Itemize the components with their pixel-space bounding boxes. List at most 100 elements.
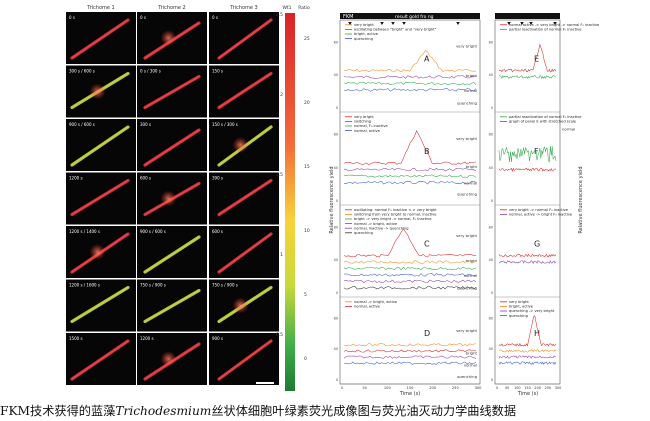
colorbar-header-left: Wt1 (282, 5, 291, 11)
colorbar-right-tick: 5 (304, 292, 307, 298)
flkm-bar-right (495, 13, 560, 19)
level-label: very bright (456, 233, 477, 238)
level-label: normal (464, 363, 477, 368)
panel-letter: C (424, 239, 430, 248)
x-tick-label: 0 (496, 386, 498, 390)
x-tick-label: 150 (524, 386, 530, 390)
x-tick-label: 200 (429, 386, 437, 390)
legend-entry: bright -> very bright -> normal, F₀ inac… (354, 217, 432, 221)
x-tick-label: 150 (407, 386, 415, 390)
x-tick-label: 100 (514, 386, 520, 390)
panel-letter: E (534, 54, 539, 63)
micrograph-time-label: 1200 s / 1400 s (69, 229, 100, 234)
y-tick-label: 40 (334, 166, 338, 170)
trichome-highlight (71, 19, 129, 59)
legend-entry: oscillating between "bright" and "very b… (354, 28, 437, 32)
panel-letter: D (424, 329, 430, 338)
y-tick-label: 40 (334, 347, 338, 351)
flkm-label: FKM (343, 14, 353, 20)
panel-letter: F (534, 147, 539, 156)
micrograph-time-label: 150 s / 300 s (212, 122, 238, 127)
colorbar-left-tick: 2.5 (276, 12, 283, 18)
micrograph-time-label: 150 s (212, 69, 223, 74)
x-axis-label-right: Time (s) (517, 391, 538, 397)
event-marker (507, 22, 511, 25)
micrograph-time-label: 300 s / 600 s (69, 69, 95, 74)
micrograph-tile: 300 s / 600 s (66, 65, 136, 118)
kinetic-trace (343, 228, 477, 258)
trichome-highlight (71, 180, 129, 215)
caption-prefix: FKM技术获得的蓝藻 (0, 404, 116, 418)
y-tick-label: 40 (489, 73, 493, 77)
event-marker (380, 22, 384, 25)
level-label: quenching (457, 101, 478, 106)
micrograph-tile: 600 s (137, 172, 207, 225)
legend-entry: very bright -> normal F₀ inactive (509, 208, 569, 212)
trichome-highlight (144, 76, 200, 108)
colorbar-left-tick: 0.5 (276, 332, 283, 338)
trichome-filament (217, 178, 273, 217)
level-label: quenching (457, 286, 478, 291)
level-label: very bright (456, 328, 477, 333)
kinetic-trace (343, 286, 477, 290)
y-tick-label: 80 (489, 133, 493, 137)
kinetic-trace (498, 75, 557, 80)
legend-entry: very bright (354, 115, 374, 119)
micrograph-tile: 1200 s (137, 333, 207, 385)
y-tick-label: 80 (489, 316, 493, 320)
legend-entry: normal active -> very bright -> normal F… (509, 23, 600, 27)
kinetic-trace (498, 355, 557, 359)
kinetic-trace (343, 260, 477, 264)
event-marker (456, 22, 460, 25)
micrograph-time-label: 1200 s / 1600 s (69, 283, 100, 288)
trichome-highlight (218, 233, 272, 273)
legend-entry: bright, active (509, 305, 534, 309)
colorbar-right-tick: 0 (304, 356, 307, 362)
level-label: bright (466, 73, 478, 78)
fluorescence-hotspot (160, 30, 177, 46)
column-title-1: Trichome 1 (86, 5, 114, 11)
right-plot-frame (494, 19, 561, 385)
micrograph-tile: 1200 s / 1400 s (66, 226, 136, 278)
trichome-filament (70, 18, 130, 60)
y-tick-label: 80 (334, 133, 338, 137)
panel-letter: H (534, 329, 540, 338)
trichome-filament (217, 71, 273, 110)
y-tick-label: 80 (334, 316, 338, 320)
kinetic-trace (343, 174, 477, 178)
colorbar-left-tick: 1.5 (276, 172, 283, 178)
micrograph-tile: 150 s / 300 s (209, 119, 279, 171)
scale-bar (256, 382, 274, 384)
level-label: quenching (457, 374, 478, 379)
micrograph-tile: 1200 s (66, 172, 136, 225)
kinetic-trace (343, 88, 477, 92)
trichome-filament (70, 178, 130, 217)
micrograph-tile: 390 s (209, 172, 279, 225)
event-marker (520, 22, 524, 25)
micrograph-tile: 0 s (137, 12, 207, 64)
level-label: normal (562, 127, 575, 132)
colorbar-right-tick: 25 (304, 36, 310, 42)
event-marker (391, 22, 395, 25)
y-tick-label: 40 (334, 258, 338, 262)
kinetic-trace (343, 355, 477, 359)
micrograph-time-label: 1200 s (69, 176, 83, 181)
micrograph-time-label: 1200 s (140, 336, 154, 341)
y-axis-label-right: Relative fluorescence yield (578, 166, 584, 233)
fluorescence-hotspot (232, 297, 249, 314)
trichome-filament (217, 232, 273, 274)
legend-entry: bright, active (354, 32, 379, 36)
trichome-filament (217, 339, 273, 381)
level-label: normal (464, 273, 477, 278)
kinetic-trace (343, 81, 477, 86)
micrograph-time-label: 0 s (69, 15, 75, 20)
y-axis-label-left: Relative fluorescence yield (329, 166, 335, 233)
x-tick-label: 250 (545, 386, 551, 390)
level-label: very bright (456, 44, 477, 49)
kinetic-trace (498, 253, 557, 258)
micrograph-time-label: 0 s (140, 15, 146, 20)
